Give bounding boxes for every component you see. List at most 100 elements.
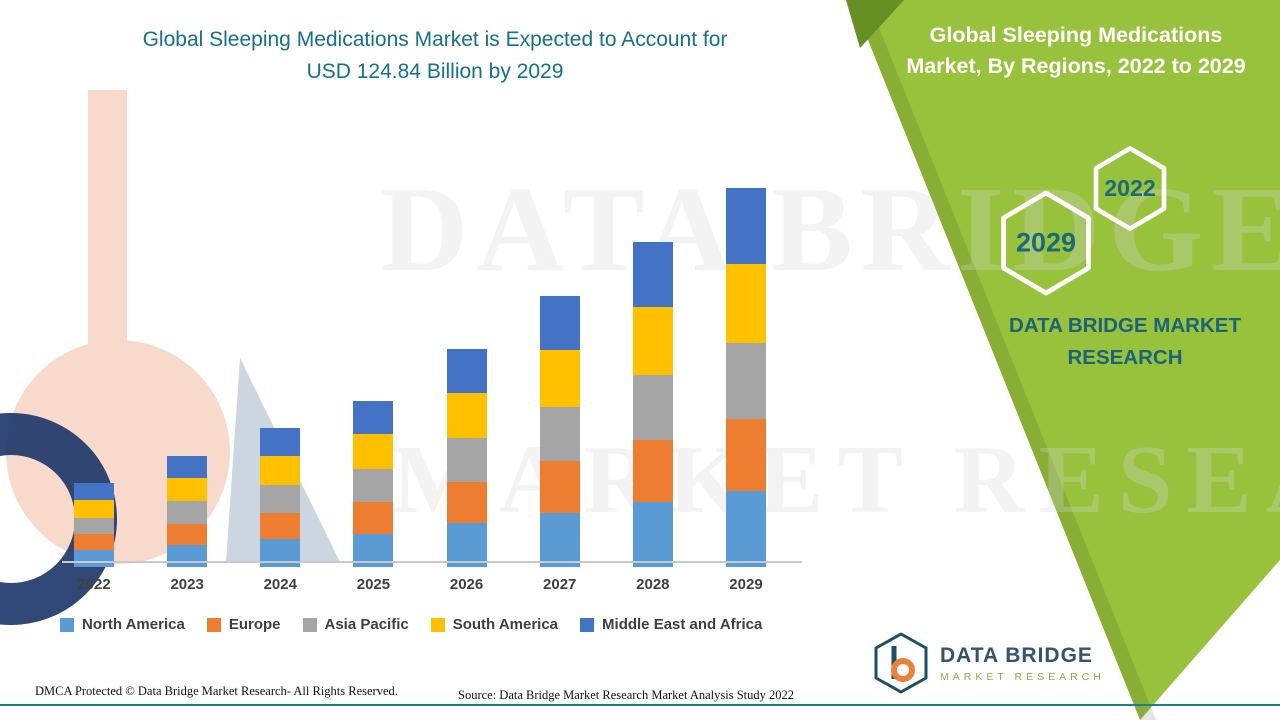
bar-segment-south-america [167,477,208,502]
bar-segment-europe [353,502,394,534]
chart-title-line2: USD 124.84 Billion by 2029 [306,59,564,83]
legend-item: South America [430,616,559,633]
x-axis-line [62,561,802,563]
footer-divider [0,704,1280,706]
legend-label: South America [452,616,559,633]
stacked-bar [446,349,487,567]
bar-segment-middle-east-and-africa [725,188,766,264]
bar-segment-middle-east-and-africa [446,349,487,393]
bar-segment-asia-pacific [446,438,487,483]
hexagon-badge-2022: 2022 [1090,146,1170,231]
chart-title: Global Sleeping Medications Market is Ex… [55,24,815,87]
bar-segment-south-america [539,349,580,407]
bar-segment-asia-pacific [167,501,208,524]
stacked-bar [260,428,301,567]
bar-segment-europe [539,461,580,513]
bar-segment-north-america [167,544,208,567]
bar-segment-middle-east-and-africa [632,241,673,308]
x-axis-label: 2029 [729,576,763,593]
bar-column: 2029 [722,188,770,593]
bar-segment-north-america [74,550,114,567]
bar-column: 2028 [629,241,677,593]
bar-segment-europe [725,419,766,492]
bar-segment-south-america [74,499,114,518]
x-axis-label: 2025 [356,576,391,593]
bar-segment-middle-east-and-africa [353,400,394,435]
bar-segment-asia-pacific [74,517,114,535]
bar-segment-asia-pacific [632,375,673,441]
hexagon-badge-2029: 2029 [996,190,1096,296]
bar-column: 2022 [70,482,118,593]
stacked-bar [725,188,766,567]
legend-label: Middle East and Africa [602,616,763,633]
legend-label: Europe [228,616,281,633]
hexagon-outline-icon [1093,146,1167,231]
bar-segment-middle-east-and-africa [539,296,580,350]
source-note: Source: Data Bridge Market Research Mark… [458,688,795,702]
bar-segment-middle-east-and-africa [260,428,301,456]
logo-subtitle: MARKET RESEARCH [940,670,1105,683]
stacked-bar-chart: 2022 2023 2024 2025 2026 2027 2028 2029 [70,95,770,593]
bar-segment-europe [167,523,208,545]
panel-brand-line2: RESEARCH [1067,345,1183,369]
logo-name: DATA BRIDGE [940,643,1093,667]
legend-swatch-icon [430,617,445,632]
bar-segment-north-america [632,502,673,567]
stacked-bar [539,296,580,567]
legend-item: Europe [206,616,281,633]
panel-brand-text: DATA BRIDGE MARKET RESEARCH [950,310,1280,374]
hexagon-outline-icon [1001,190,1091,296]
bar-segment-asia-pacific [539,406,580,462]
stacked-bar [74,482,114,567]
legend-label: North America [82,616,185,633]
bar-segment-asia-pacific [260,484,301,513]
bar-column: 2026 [443,349,491,593]
dmca-notice: DMCA Protected © Data Bridge Market Rese… [35,684,398,698]
bar-segment-north-america [725,491,766,567]
logo-hexagon-icon [874,632,928,694]
x-axis-label: 2028 [636,576,670,593]
panel-brand-line1: DATA BRIDGE MARKET [1009,314,1241,337]
bar-segment-north-america [446,523,487,567]
legend-swatch-icon [302,617,317,632]
hexagon-year-back: 2029 [1016,228,1076,258]
bar-segment-europe [446,482,487,524]
legend-item: Asia Pacific [302,616,409,633]
bar-segment-asia-pacific [725,343,766,420]
logo-text: DATA BRIDGE MARKET RESEARCH [940,644,1105,683]
chart-title-line1: Global Sleeping Medications Market is Ex… [142,28,728,51]
bar-segment-europe [74,534,114,551]
bar-segment-south-america [353,434,394,470]
x-axis-label: 2024 [263,576,297,593]
stacked-bar [167,455,208,567]
bar-segment-south-america [260,455,301,485]
bar-column: 2025 [349,400,397,593]
bar-column: 2024 [256,428,304,593]
bar-column: 2023 [163,455,211,593]
x-axis-label: 2022 [77,576,111,593]
stacked-bar [353,400,394,567]
bar-segment-south-america [725,263,766,344]
bar-segment-europe [632,440,673,502]
legend-item: Middle East and Africa [580,616,762,633]
legend-swatch-icon [580,617,595,632]
bar-segment-south-america [632,307,673,376]
company-logo: DATA BRIDGE MARKET RESEARCH [872,632,1105,694]
bar-segment-north-america [539,512,580,567]
panel-title-line2: Market, By Regions, 2022 to 2029 [906,54,1246,79]
bar-segment-europe [260,512,301,540]
bar-column: 2027 [536,296,584,593]
bar-segment-asia-pacific [353,469,394,503]
stacked-bar [632,241,673,567]
legend-swatch-icon [60,617,74,632]
bar-segment-middle-east-and-africa [167,455,208,478]
bar-segment-south-america [446,392,487,439]
legend-label: Asia Pacific [324,616,409,633]
x-axis-label: 2023 [170,576,204,593]
chart-legend: North America Europe Asia Pacific South Ame… [60,616,762,633]
panel-title-line1: Global Sleeping Medications [929,23,1223,47]
panel-title: Global Sleeping Medications Market, By R… [880,20,1272,82]
legend-item: North America [60,616,185,633]
x-axis-label: 2027 [543,576,577,593]
